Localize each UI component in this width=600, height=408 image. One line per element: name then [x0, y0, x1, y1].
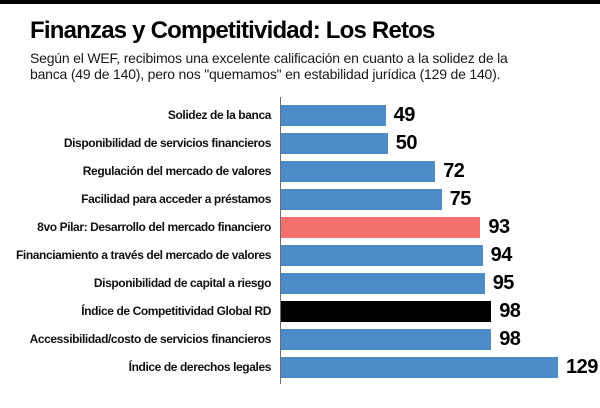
bar [280, 244, 483, 266]
bar-label: 8vo Pilar: Desarrollo del mercado financ… [37, 220, 271, 235]
bar-label: Solidez de la banca [167, 108, 272, 123]
bar-area: 94 [280, 241, 590, 269]
bar-area: 93 [280, 213, 590, 241]
bar-area: 72 [280, 157, 590, 185]
bar [280, 188, 442, 210]
bar-area: 49 [280, 101, 590, 129]
bar-row: Financiamiento a través del mercado de v… [16, 241, 590, 269]
top-rule [0, 0, 600, 4]
bar-row: Solidez de la banca 49 [30, 101, 590, 129]
bar-label: Disponibilidad de capital a riesgo [93, 276, 272, 291]
bar-chart: Solidez de la banca 49 Disponibilidad de s… [16, 97, 598, 385]
bar-value: 93 [488, 215, 510, 238]
bar-label-cell: Regulación del mercado de valores [30, 164, 280, 178]
bar [280, 104, 386, 126]
bar-row: 8vo Pilar: Desarrollo del mercado financ… [30, 213, 590, 241]
chart-subtitle: Según el WEF, recibimos una excelente ca… [30, 50, 590, 82]
bar-label-cell: Solidez de la banca [30, 108, 280, 122]
bar-area: 129 [280, 353, 598, 381]
bar-value: 98 [499, 299, 521, 322]
bar-label: Índice de derechos legales [128, 360, 272, 375]
bar-label-cell: Disponibilidad de servicios financieros [30, 136, 280, 150]
bar-rows: Solidez de la banca 49 Disponibilidad de s… [16, 101, 598, 381]
bar-row: Disponibilidad de servicios financieros 5… [30, 129, 590, 157]
bar-label-cell: Financiamiento a través del mercado de v… [16, 248, 280, 262]
bar-row: Facilidad para acceder a préstamos 75 [30, 185, 590, 213]
bar-value: 50 [395, 131, 418, 154]
bar-value: 94 [490, 243, 513, 266]
bar [280, 132, 388, 154]
bar-label-cell: Disponibilidad de capital a riesgo [30, 276, 280, 290]
bar [280, 356, 558, 378]
bar-row: Índice de derechos legales 129 [30, 353, 598, 381]
bar-area: 95 [280, 269, 590, 297]
bar [280, 160, 436, 182]
bar-row: Disponibilidad de capital a riesgo 95 [30, 269, 590, 297]
bar-label: Regulación del mercado de valores [82, 164, 272, 179]
bar-row: Regulación del mercado de valores 72 [30, 157, 590, 185]
bar-value: 129 [566, 355, 598, 378]
bar [280, 272, 485, 294]
bar-area: 50 [280, 129, 590, 157]
content-area: Finanzas y Competitividad: Los Retos Seg… [16, 4, 598, 385]
bar-value: 75 [449, 187, 472, 210]
bar [280, 328, 492, 350]
bar-label-cell: 8vo Pilar: Desarrollo del mercado financ… [30, 220, 280, 234]
bar-label-cell: Facilidad para acceder a préstamos [30, 192, 280, 206]
bar [280, 216, 481, 238]
bar-label-cell: Índice de derechos legales [30, 360, 280, 374]
bar-area: 98 [280, 325, 590, 353]
bar-label: Índice de Competitividad Global RD [81, 304, 271, 319]
chart-title: Finanzas y Competitividad: Los Retos [30, 17, 435, 44]
chart-subtitle-line-2: banca (49 de 140), pero nos "quemamos" e… [30, 66, 501, 83]
bar-label: Facilidad para acceder a préstamos [81, 192, 271, 207]
bar-row: Accessibilidad/costo de servicios financ… [30, 325, 590, 353]
bar-value: 72 [443, 159, 465, 182]
bar [280, 300, 492, 322]
bar-label: Financiamiento a través del mercado de v… [15, 248, 271, 263]
bar-value: 49 [393, 103, 416, 126]
y-axis-line [280, 97, 281, 385]
bar-area: 98 [280, 297, 590, 325]
bar-label: Disponibilidad de servicios financieros [63, 136, 272, 151]
bar-value: 95 [492, 271, 515, 294]
bar-value: 98 [499, 327, 521, 350]
bar-label-cell: Accessibilidad/costo de servicios financ… [30, 332, 280, 346]
bar-row: Índice de Competitividad Global RD 98 [30, 297, 590, 325]
bar-label: Accessibilidad/costo de servicios financ… [29, 332, 272, 347]
bar-label-cell: Índice de Competitividad Global RD [30, 304, 280, 318]
chart-subtitle-line-1: Según el WEF, recibimos una excelente ca… [30, 50, 508, 67]
bar-area: 75 [280, 185, 590, 213]
